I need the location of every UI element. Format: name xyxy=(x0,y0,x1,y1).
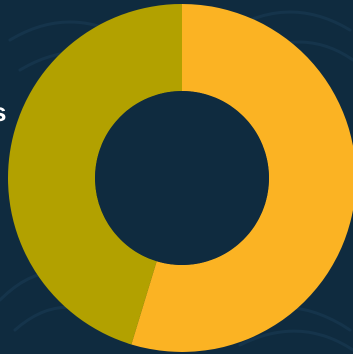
donut-slice-2 xyxy=(8,4,183,345)
donut-hole xyxy=(95,91,269,265)
edge-label-text: s xyxy=(0,92,6,132)
donut-slice-1 xyxy=(131,4,353,352)
donut-slices xyxy=(8,4,353,352)
